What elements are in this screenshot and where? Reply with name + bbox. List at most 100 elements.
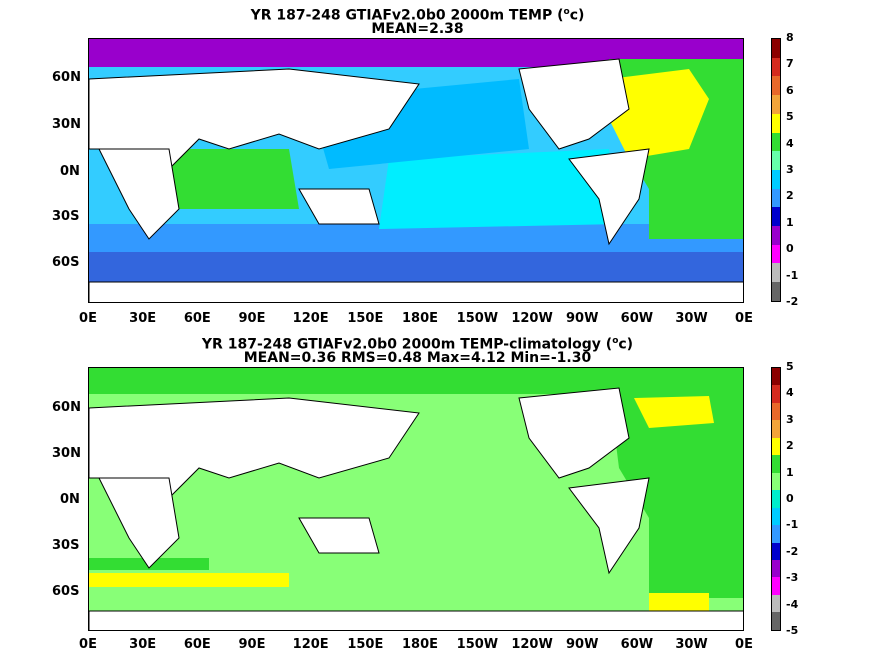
colorbar-tick-label: 4	[786, 386, 794, 400]
lon-tick-label: 90W	[566, 637, 599, 652]
bottom-lat-30s: 30S	[52, 538, 80, 553]
north-america-land	[518, 58, 630, 150]
antarctica-land	[89, 281, 743, 302]
north-america-land-diff	[518, 387, 630, 479]
colorbar-tick-label: -3	[786, 571, 799, 585]
top-lat-60n: 60N	[52, 70, 81, 85]
colorbar-swatch	[772, 437, 780, 456]
colorbar-swatch	[772, 132, 780, 152]
polar-band	[89, 252, 743, 282]
top-lat-30n: 30N	[52, 117, 81, 132]
lon-tick-label: 0E	[79, 311, 97, 326]
colorbar-swatch	[772, 402, 780, 421]
lon-tick-label: 30W	[675, 311, 708, 326]
colorbar-tick-label: 2	[786, 189, 794, 203]
bottom-lat-0n: 0N	[60, 492, 80, 507]
top-lat-60s: 60S	[52, 255, 80, 270]
lon-tick-label: 90E	[238, 637, 266, 652]
colorbar-swatch	[772, 420, 780, 438]
atlantic-diff-fill	[609, 388, 743, 598]
south-pacific-fill	[379, 149, 619, 229]
lon-tick-label: 120E	[292, 311, 329, 326]
colorbar-swatch	[772, 39, 780, 58]
colorbar-swatch	[772, 263, 780, 283]
lon-tick-label: 120W	[511, 311, 553, 326]
colorbar-swatch	[772, 577, 780, 595]
colorbar-swatch	[772, 188, 780, 208]
lon-tick-label: 150W	[456, 637, 499, 652]
lon-tick-label: 60E	[183, 311, 211, 326]
lon-tick-label: 60W	[620, 311, 654, 326]
top-colorbar	[771, 38, 781, 302]
colorbar-tick-label: 3	[786, 163, 794, 176]
colorbar-swatch	[772, 169, 780, 189]
bottom-lat-30n: 30N	[52, 446, 81, 461]
colorbar-swatch	[772, 455, 780, 473]
colorbar-tick-label: 7	[786, 57, 794, 71]
colorbar-swatch	[772, 113, 780, 133]
south-america-land-diff	[568, 477, 650, 575]
australia-land	[298, 188, 380, 225]
colorbar-tick-label: 2	[786, 439, 794, 453]
colorbar-tick-label: 0	[786, 492, 794, 505]
colorbar-swatch	[772, 57, 780, 77]
lon-tick-label: 150E	[347, 311, 384, 326]
colorbar-swatch	[772, 282, 780, 301]
lon-tick-label: 60E	[183, 637, 211, 652]
indian-ocean-fill	[159, 149, 299, 209]
colorbar-tick-label: 4	[786, 136, 794, 150]
top-map	[88, 38, 744, 303]
lon-tick-label: 120W	[511, 637, 553, 652]
colorbar-swatch	[772, 559, 780, 578]
lon-tick-label: 90E	[238, 311, 266, 326]
bottom-subtitle: MEAN=0.36 RMS=0.48 Max=4.12 Min=-1.30	[243, 350, 592, 366]
colorbar-swatch	[772, 76, 780, 96]
top-title: YR 187-248 GTIAFv2.0b0 2000m TEMP (oc)	[250, 7, 585, 24]
colorbar-tick-label: -1	[786, 268, 799, 282]
colorbar-swatch	[772, 151, 780, 170]
bottom-map	[88, 367, 744, 631]
lon-tick-label: 90W	[566, 311, 599, 326]
australia-land-diff	[298, 517, 380, 554]
africa-land	[98, 148, 180, 240]
lon-tick-label: 30E	[129, 311, 157, 326]
bottom-title: YR 187-248 GTIAFv2.0b0 2000m TEMP-climat…	[201, 336, 634, 353]
colorbar-swatch	[772, 525, 780, 543]
lon-tick-label: 0E	[79, 637, 97, 652]
top-subtitle: MEAN=2.38	[371, 21, 464, 37]
colorbar-swatch	[772, 507, 780, 526]
top-lat-30s: 30S	[52, 209, 80, 224]
colorbar-tick-label: 5	[786, 360, 794, 373]
lon-tick-label: 180E	[402, 311, 439, 326]
north-atlantic-yellow-diff	[634, 396, 714, 428]
colorbar-tick-label: 1	[786, 465, 794, 479]
colorbar-tick-label: -2	[786, 295, 799, 308]
lon-tick-label: 120E	[292, 637, 329, 652]
colorbar-swatch	[772, 207, 780, 227]
colorbar-swatch	[772, 95, 780, 114]
north-atlantic-yellow	[609, 69, 709, 159]
africa-land-diff	[98, 477, 180, 569]
top-lat-0n: 0N	[60, 164, 80, 179]
colorbar-tick-label: 5	[786, 110, 794, 124]
colorbar-swatch	[772, 385, 780, 403]
lon-tick-label: 150W	[456, 311, 499, 326]
colorbar-tick-label: 8	[786, 31, 794, 44]
colorbar-tick-label: 3	[786, 412, 794, 426]
lon-tick-label: 150E	[347, 637, 384, 652]
bottom-colorbar	[771, 367, 781, 631]
colorbar-tick-label: 0	[786, 242, 794, 256]
lon-tick-label: 30W	[675, 637, 708, 652]
bottom-lat-60s: 60S	[52, 584, 80, 599]
colorbar-tick-label: -1	[786, 518, 799, 532]
lon-tick-label: 180E	[402, 637, 439, 652]
colorbar-swatch	[772, 594, 780, 613]
colorbar-swatch	[772, 472, 780, 491]
colorbar-tick-label: 1	[786, 215, 794, 229]
colorbar-swatch	[772, 226, 780, 245]
southern-band	[89, 224, 743, 252]
lon-tick-label: 30E	[129, 637, 157, 652]
colorbar-tick-label: -2	[786, 544, 799, 558]
colorbar-swatch	[772, 244, 780, 264]
bottom-lat-60n: 60N	[52, 400, 81, 415]
